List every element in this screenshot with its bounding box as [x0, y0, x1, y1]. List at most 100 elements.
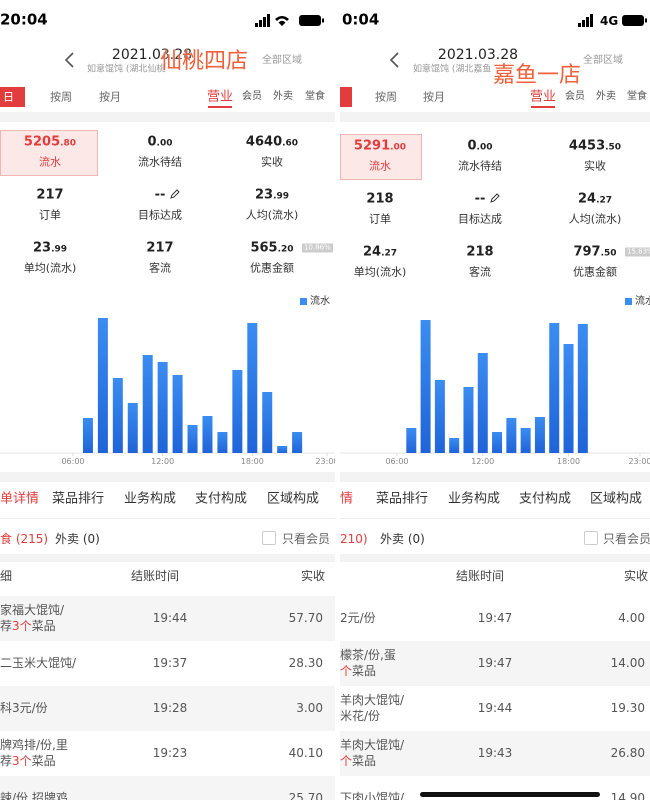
type-tab[interactable]: 外卖: [273, 91, 293, 102]
col-header: 实收: [623, 569, 648, 583]
metric-value: 218: [466, 244, 494, 260]
bar: [463, 387, 474, 453]
metric-value: 24.27: [363, 246, 397, 259]
type-tab[interactable]: 营业: [529, 89, 557, 105]
status-icons: [578, 14, 647, 27]
section-tab[interactable]: 情: [340, 491, 354, 507]
section-tab[interactable]: 业务构成: [448, 491, 501, 507]
battery: [299, 15, 321, 26]
item-text: 个: [340, 664, 353, 678]
store-name-overlay: 仙桃四店: [160, 49, 249, 74]
type-tab[interactable]: 堂食: [627, 91, 647, 102]
number-dec: .80: [60, 138, 77, 149]
period-tab-active[interactable]: 日: [3, 90, 14, 104]
period-active-tab[interactable]: [0, 87, 25, 107]
member-checkbox[interactable]: [584, 531, 598, 545]
report-date: 2021.03.28: [437, 47, 519, 63]
gray-band: [0, 554, 335, 562]
back-arrow: [389, 52, 399, 68]
filter-takeout[interactable]: 外卖 (0): [55, 532, 100, 546]
signal-bar: [590, 14, 593, 27]
x-tick-label: 12:00: [151, 457, 175, 466]
col-header: 结账时间: [130, 569, 180, 583]
section-tab[interactable]: 单详情: [0, 491, 40, 507]
metric-highlight: [0, 130, 98, 176]
region-selector[interactable]: 全部区域: [583, 55, 623, 66]
signal-bar: [578, 23, 581, 27]
type-tab-underline: [531, 106, 555, 108]
filter-dine-in[interactable]: 210): [340, 532, 368, 546]
x-tick-label: 23:00: [628, 457, 650, 466]
metric-label: 流水待结: [458, 159, 502, 173]
row-time: 19:47: [477, 656, 513, 670]
metric-badge: 10.86%: [302, 243, 333, 253]
section-tab[interactable]: 菜品排行: [52, 491, 105, 507]
item-line: 辣/份,招牌鸡: [0, 792, 68, 800]
type-tab[interactable]: 营业: [206, 89, 234, 105]
bar: [262, 392, 273, 453]
row-bg: [0, 596, 335, 641]
metric-value: 217: [146, 240, 174, 256]
bar: [520, 428, 531, 453]
item-text: 菜品: [352, 754, 377, 768]
metric-label: 订单: [39, 208, 61, 222]
number-int: 4640: [245, 134, 283, 150]
member-checkbox[interactable]: [262, 531, 276, 545]
screenshot-left: 20:04 2021.03.28 如意馄饨 (湖北仙桃 全部区域 仙桃四店日 按周 按月 营业…: [0, 12, 335, 800]
number-dec: .00: [156, 138, 173, 149]
metric-value: 5205.80: [24, 136, 76, 149]
section-tab[interactable]: 支付构成: [195, 491, 248, 507]
col-header: 结账时间: [455, 569, 505, 583]
type-tab[interactable]: 会员: [565, 91, 585, 102]
period-tab[interactable]: 按月: [99, 90, 121, 104]
number-int: 0: [147, 134, 157, 150]
metric-value: --: [154, 187, 166, 203]
x-tick-label: 06:00: [385, 457, 409, 466]
period-tab[interactable]: 按周: [50, 90, 72, 104]
section-tab[interactable]: 区域构成: [590, 491, 643, 507]
item-line: 个菜品: [340, 755, 376, 767]
metric-label: 人均(流水): [245, 208, 299, 222]
section-tab[interactable]: 区域构成: [267, 491, 320, 507]
region-selector[interactable]: 全部区域: [262, 55, 302, 66]
x-tick-label: 18:00: [240, 457, 264, 466]
wifi-icon: [275, 16, 289, 26]
item-text: 羊肉大馄饨/: [340, 738, 405, 752]
item-text: 羊肉大馄饨/: [340, 693, 405, 707]
metric-label: 客流: [149, 261, 171, 275]
period-tab[interactable]: 按月: [423, 90, 445, 104]
number-dec: .20: [277, 244, 294, 255]
filter-dine-in[interactable]: 食 (215): [0, 532, 49, 546]
metric-value: --: [474, 191, 486, 207]
filter-members[interactable]: 只看会员: [603, 532, 650, 546]
section-tab[interactable]: 支付构成: [519, 491, 572, 507]
filter-members[interactable]: 只看会员: [282, 532, 331, 546]
type-tab[interactable]: 会员: [242, 91, 262, 102]
legend-label: 流水: [635, 296, 650, 307]
row-amount: 4.00: [618, 611, 645, 625]
edit-icon-stroke: [490, 193, 500, 203]
number-int: 24: [577, 191, 597, 207]
metric-value: 24.27: [578, 193, 612, 206]
number-int: 797: [573, 244, 601, 260]
section-tab[interactable]: 业务构成: [124, 491, 177, 507]
row-time: 19:23: [152, 746, 188, 760]
period-active-tab: [340, 87, 352, 107]
gray-band: [340, 472, 650, 482]
metric-label: 单均(流水): [353, 265, 407, 279]
row-amount: 19.30: [610, 701, 645, 715]
section-tab[interactable]: 菜品排行: [376, 491, 429, 507]
row-amount: 26.80: [610, 746, 645, 760]
row-bg: [0, 776, 335, 800]
item-text: 檬茶/份,蛋: [340, 648, 396, 662]
metric-label: 实收: [584, 159, 606, 173]
filter-takeout[interactable]: 外卖 (0): [380, 532, 425, 546]
item-line: 羊肉大馄饨/: [340, 739, 404, 751]
period-tab[interactable]: 按周: [375, 90, 397, 104]
number-int: 23: [32, 240, 52, 256]
store-subtitle: 如意馄饨 (湖北嘉鱼: [413, 64, 492, 75]
type-tab[interactable]: 堂食: [305, 91, 325, 102]
metric-label: 目标达成: [138, 208, 182, 222]
bar: [534, 417, 545, 453]
type-tab[interactable]: 外卖: [596, 91, 616, 102]
